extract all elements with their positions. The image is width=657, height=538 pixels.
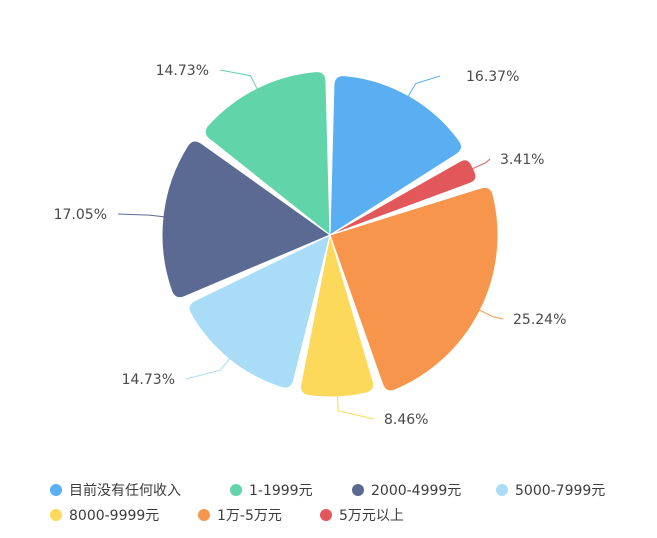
slice-value-label: 17.05%: [54, 207, 107, 223]
legend-label: 2000-4999元: [371, 483, 461, 499]
legend-marker: [230, 484, 242, 496]
leader-line: [336, 392, 375, 420]
legend-item[interactable]: 8000-9999元: [50, 508, 159, 524]
slice-value-label: 16.37%: [466, 69, 519, 85]
legend-marker: [496, 484, 508, 496]
legend-item[interactable]: 5万元以上: [320, 508, 404, 524]
legend-label: 1-1999元: [249, 483, 313, 499]
legend-item[interactable]: 目前没有任何收入: [50, 482, 181, 499]
leader-line: [406, 75, 441, 100]
slice-value-label: 14.73%: [122, 372, 175, 388]
slice-value-label: 8.46%: [384, 412, 428, 428]
legend-marker: [50, 509, 62, 521]
slice-value-label: 3.41%: [500, 152, 544, 168]
legend-marker: [198, 509, 210, 521]
legend-label: 1万-5万元: [217, 508, 282, 524]
legend-item[interactable]: 5000-7999元: [496, 483, 605, 499]
legend-marker: [320, 509, 332, 521]
legend-label: 8000-9999元: [69, 508, 159, 524]
legend-marker: [50, 484, 62, 496]
slice-value-labels: 16.37% 3.41% 25.24% 8.46% 14.73% 17.05% 14.73%: [54, 63, 567, 428]
legend-marker: [352, 484, 364, 496]
label-leader-lines: [117, 69, 504, 420]
leader-line: [469, 158, 491, 171]
leader-line: [185, 355, 233, 380]
leader-line: [117, 213, 168, 218]
legend: 目前没有任何收入 1-1999元 2000-4999元 5000-7999元 8000-…: [50, 482, 605, 524]
leader-line: [219, 69, 260, 93]
legend-label: 5万元以上: [339, 508, 404, 524]
legend-item[interactable]: 2000-4999元: [352, 483, 461, 499]
legend-label: 5000-7999元: [515, 483, 605, 499]
legend-item[interactable]: 1万-5万元: [198, 508, 282, 524]
slice-value-label: 25.24%: [513, 312, 566, 328]
legend-item[interactable]: 1-1999元: [230, 483, 313, 499]
legend-label: 目前没有任何收入: [69, 482, 181, 499]
pie-slices: [161, 71, 499, 398]
slice-value-label: 14.73%: [156, 63, 209, 79]
leader-line: [476, 308, 504, 320]
